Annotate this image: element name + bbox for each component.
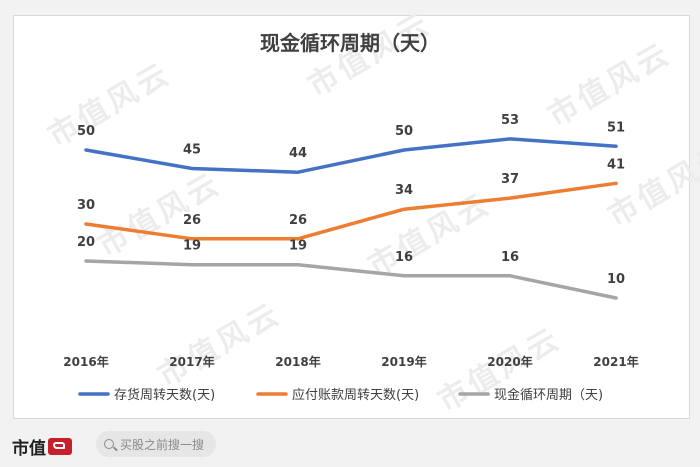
data-label: 26 <box>183 213 201 228</box>
data-label: 45 <box>183 143 201 158</box>
data-label: 51 <box>607 120 625 135</box>
series-line-1 <box>84 137 618 174</box>
legend-label: 应付账款周转天数(天) <box>292 387 419 403</box>
data-label: 20 <box>77 235 95 250</box>
legend-label: 存货周转天数(天) <box>114 387 215 403</box>
brand-logo[interactable]: 市值 <box>12 434 72 459</box>
search-box[interactable]: 买股之前搜一搜 <box>96 431 216 457</box>
x-tick-label: 2021年 <box>593 354 638 369</box>
series-line-3 <box>84 259 618 300</box>
data-label: 50 <box>77 124 95 139</box>
data-label: 44 <box>289 146 307 161</box>
data-label: 50 <box>395 124 413 139</box>
data-label: 19 <box>183 239 201 254</box>
series-line-2 <box>84 181 618 241</box>
search-icon <box>104 439 114 449</box>
data-label: 16 <box>501 250 519 265</box>
data-label: 53 <box>501 113 519 128</box>
data-label: 37 <box>501 172 519 187</box>
x-tick-label: 2020年 <box>487 354 532 369</box>
x-tick-label: 2018年 <box>275 354 320 369</box>
data-label: 41 <box>607 157 625 172</box>
x-tick-label: 2016年 <box>63 354 108 369</box>
chart-title: 现金循环周期（天） <box>260 31 440 55</box>
search-placeholder: 买股之前搜一搜 <box>120 437 205 452</box>
data-label: 10 <box>607 272 625 287</box>
data-label: 34 <box>395 183 413 198</box>
data-label: 16 <box>395 250 413 265</box>
data-label: 30 <box>77 198 95 213</box>
brand-badge-icon <box>48 438 72 455</box>
chart-panel <box>13 15 690 419</box>
x-tick-label: 2019年 <box>381 354 426 369</box>
x-tick-label: 2017年 <box>169 354 214 369</box>
brand-text: 市值 <box>12 439 46 459</box>
data-label: 19 <box>289 239 307 254</box>
legend-label: 现金循环周期（天) <box>494 387 603 403</box>
data-label: 26 <box>289 213 307 228</box>
